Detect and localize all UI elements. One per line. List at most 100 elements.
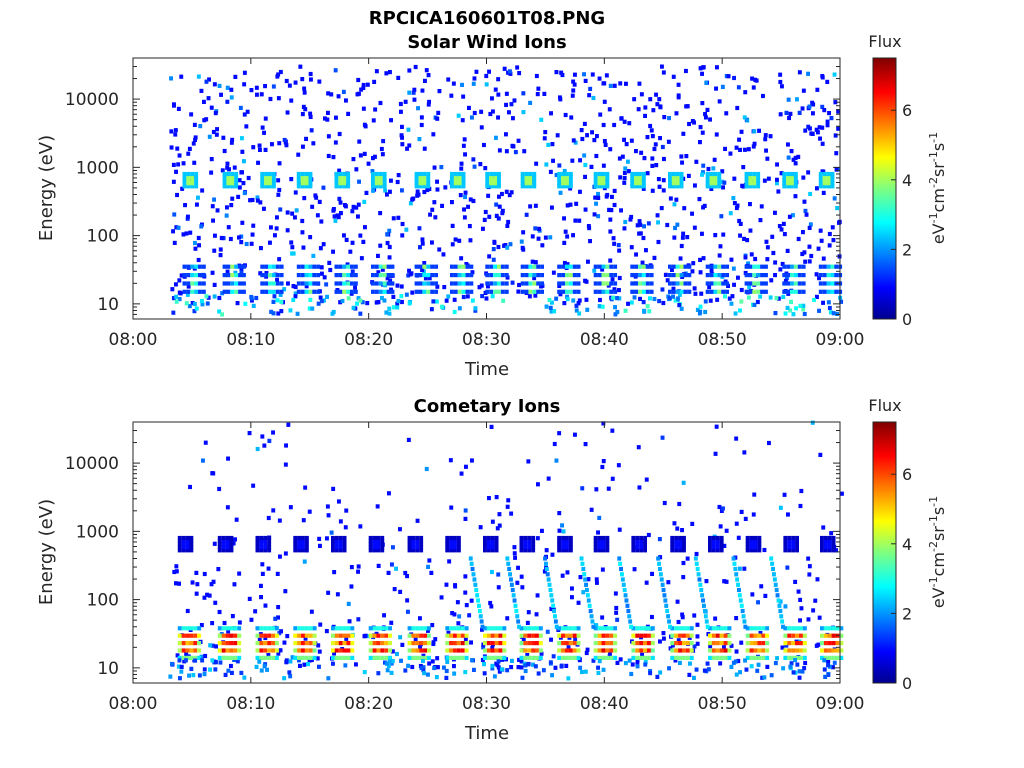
solar-wind-ions-cell-242 [697,197,702,202]
solar-wind-ions-cell-1207 [271,178,276,183]
solar-wind-ions-cell-1564 [264,273,268,278]
cometary-ions-cell-4 [212,541,217,546]
solar-wind-ions-cell-651 [258,200,263,205]
cometary-ions-cell-709 [415,626,420,631]
solar-wind-ions-cell-764 [315,213,320,218]
cometary-ions-cell-220 [447,559,452,564]
solar-wind-ions-cell-749 [337,131,342,137]
cometary-ions-cell-1648 [432,665,437,671]
cometary-ions-cell-487 [662,636,666,641]
solar-wind-ions-cell-1932 [830,273,835,278]
solar-wind-ions-cell-1719 [500,281,505,286]
cometary-ions-cell-430 [637,485,642,490]
cometary-ions-cell-189 [717,504,722,510]
cometary-ions-cell-163 [765,664,770,669]
solar-wind-ions-cell-2077 [276,311,281,316]
solar-wind-ions-cell-270 [361,85,366,90]
cometary-ions-cell-883 [635,633,640,638]
cometary-ions-cell-498 [470,458,474,463]
cometary-ions-cell-1509 [703,608,707,614]
solar-wind-ions-cell-353 [358,233,363,238]
cometary-ions-cell-852 [597,641,602,646]
cometary-ions-cell-503 [195,582,200,587]
cometary-ions-cell-942 [711,641,716,646]
solar-wind-ions-cell-1284 [422,171,427,177]
cometary-ions-cell-404 [431,641,436,646]
solar-wind-ions-cell-1805 [634,264,638,269]
solar-wind-ions-cell-967 [440,203,444,208]
solar-wind-ions-cell-1410 [668,184,672,189]
solar-wind-ions-cell-1694 [465,289,470,294]
solar-wind-ions-cell-581 [576,301,581,306]
solar-wind-ions-cell-1618 [346,289,351,294]
solar-wind-ions-cell-902 [426,102,431,107]
cometary-ions-cell-1530 [772,572,776,577]
solar-wind-ions-cell-1933 [830,264,835,269]
cometary-ions-cell-485 [608,651,612,656]
cometary-ions-cell-1512 [705,624,710,629]
solar-wind-ions-cell-2021 [251,303,256,308]
solar-wind-ions-cell-1518 [190,289,195,294]
cometary-ions-cell-616 [301,648,305,653]
cometary-ions-cell-44 [489,424,494,429]
solar-wind-ions-cell-1643 [382,281,387,286]
solar-wind-ions-cell-1386 [605,181,610,186]
cometary-ions-cell-1432 [508,572,512,577]
solar-wind-ions-cell-351 [420,88,425,93]
cometary-ions-cell-851 [597,648,602,653]
solar-wind-ions-cell-1039 [212,197,216,202]
cometary-ions-cell-667 [368,641,373,646]
cometary-ions-cell-1206 [453,545,457,550]
cometary-ions-cell-1640 [497,669,502,674]
cometary-ions-cell-363 [596,530,600,535]
solar-wind-ions-cell-634 [623,219,628,225]
cometary-ions-cell-1113 [267,538,272,544]
cometary-ions-cell-962 [727,641,732,646]
cometary-ions-cell-1362 [749,542,754,547]
cometary-ions-cell-1268 [565,538,569,544]
solar-wind-ions-cell-1748 [540,273,544,278]
cometary-ions-cell-141 [756,600,760,605]
cometary-ions-cell-1109 [263,535,268,541]
cometary-ions-cell-638 [331,633,335,638]
solar-wind-ions-cell-1901 [786,264,791,269]
cometary-ions-cell-687 [384,641,389,646]
cometary-ions-cell-596 [271,648,275,653]
solar-wind-ions-cell-85 [746,147,751,152]
solar-wind-ions-cell-891 [787,214,792,219]
cometary-ions-cell-1484 [629,624,633,629]
cometary-ions-cell-335 [724,579,729,584]
cometary-ions-cell-267 [661,631,666,636]
solar-wind-ions-cell-1447 [717,178,722,183]
solar-wind-ions-cell-1178 [226,174,231,180]
cometary-ions-cell-79 [734,616,739,621]
solar-wind-ions-cell-449 [720,179,725,184]
cometary-ions-cell-609 [293,626,298,631]
solar-wind-ions-cell-258 [801,88,806,93]
cometary-ions-cell-1122 [297,542,301,547]
solar-wind-ions-cell-1308 [461,174,466,180]
solar-wind-ions-cell-1463 [752,174,757,180]
cometary-ions-cell-12 [497,523,502,528]
solar-wind-ions-cell-1936 [834,273,839,278]
cometary-ions-cell-1142 [334,542,339,547]
solar-wind-ions-cell-913 [708,117,712,122]
cometary-ions-cell-1246 [527,545,532,550]
cometary-ions-cell-654 [342,626,347,631]
solar-wind-ions-cell-3 [701,256,706,261]
solar-wind-ions-cell-173 [533,260,538,265]
solar-wind-ions-cell-1435 [709,184,714,189]
solar-wind-ions-cell-921 [204,117,209,122]
solar-wind-ions-cell-2035 [271,299,276,304]
solar-wind-ions-cell-1638 [378,289,383,294]
cometary-ions-cell-581 [259,648,264,653]
cometary-ions-cell-1166 [376,545,381,550]
cometary-ions-cell-989 [761,626,766,631]
solar-wind-ions-cell-1891 [764,281,768,286]
solar-wind-ions-cell-352 [646,221,651,226]
cometary-ions-cell-696 [407,648,412,653]
solar-wind-ions-cell-1754 [561,289,565,294]
cometary-ions-cell-1501 [695,566,700,572]
cometary-ions-cell-1027 [820,641,824,646]
solar-wind-ions-cell-1111 [635,223,640,228]
